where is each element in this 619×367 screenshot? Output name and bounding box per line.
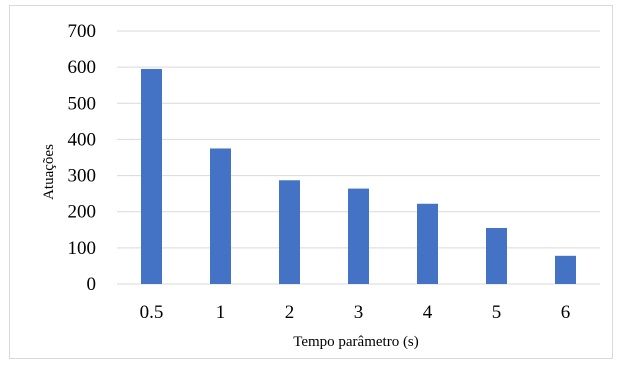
y-tick-labels: 0 100 200 300 400 500 600 700 <box>68 21 97 295</box>
x-axis-title: Tempo parâmetro (s) <box>293 334 419 350</box>
y-tick-label: 0 <box>87 274 97 295</box>
bar-3 <box>348 188 369 284</box>
x-tick-label: 5 <box>492 302 502 323</box>
gridlines <box>117 30 600 285</box>
bars <box>141 68 576 284</box>
x-tick-label: 6 <box>561 302 571 323</box>
x-tick-labels: 0.5 1 2 3 4 5 6 <box>140 302 571 323</box>
bar-5 <box>486 227 507 284</box>
y-axis-title: Atuações <box>41 144 57 200</box>
y-tick-label: 300 <box>68 166 97 187</box>
x-tick-label: 2 <box>285 302 295 323</box>
bar-6 <box>555 255 576 284</box>
x-tick-label: 4 <box>423 302 433 323</box>
y-tick-label: 500 <box>68 93 97 114</box>
y-tick-label: 200 <box>68 202 97 223</box>
y-tick-label: 700 <box>68 21 97 42</box>
y-tick-label: 100 <box>68 238 97 259</box>
bar-1 <box>210 148 231 284</box>
chart-frame <box>9 5 613 359</box>
y-tick-label: 600 <box>68 57 97 78</box>
bar-0.5 <box>141 68 162 284</box>
bar-4 <box>417 203 438 284</box>
x-tick-label: 3 <box>354 302 364 323</box>
x-tick-label: 1 <box>216 302 226 323</box>
x-tick-label: 0.5 <box>140 302 164 323</box>
y-tick-label: 400 <box>68 129 97 150</box>
bar-2 <box>279 180 300 284</box>
